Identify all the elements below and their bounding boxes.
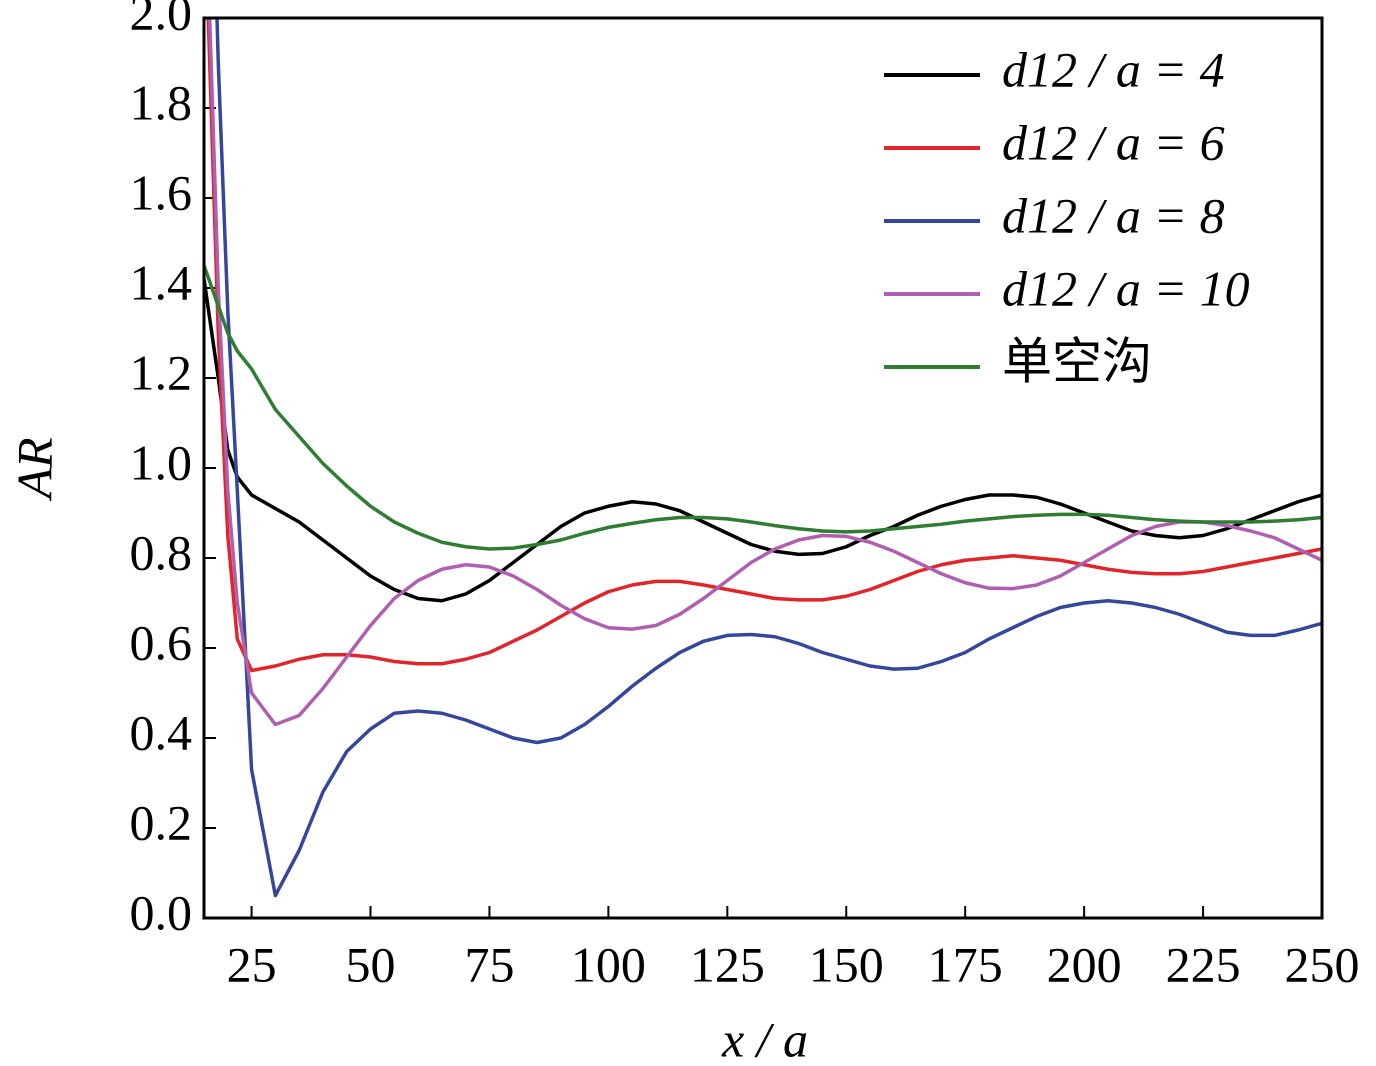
y-tick-label: 1.6 xyxy=(130,164,193,220)
y-tick-label: 1.8 xyxy=(130,74,193,130)
x-tick-label: 175 xyxy=(928,936,1003,992)
series-line xyxy=(204,278,1322,603)
legend-label: d12 / a = 6 xyxy=(1002,114,1225,170)
x-tick-label: 225 xyxy=(1166,936,1241,992)
series-line xyxy=(207,18,1322,727)
y-tick-label: 0.0 xyxy=(130,884,193,940)
legend-label: d12 / a = 4 xyxy=(1002,41,1225,97)
series-line xyxy=(206,18,1322,673)
x-tick-label: 50 xyxy=(346,936,396,992)
x-tick-label: 150 xyxy=(809,936,884,992)
x-tick-label: 125 xyxy=(690,936,765,992)
x-tick-label: 250 xyxy=(1285,936,1360,992)
x-tick-label: 25 xyxy=(227,936,277,992)
legend-label: 单空沟 xyxy=(1002,333,1152,389)
y-axis-label: AR xyxy=(6,437,62,501)
x-tick-label: 75 xyxy=(464,936,514,992)
x-tick-label: 100 xyxy=(571,936,646,992)
series-line xyxy=(215,18,1322,898)
y-tick-label: 0.6 xyxy=(130,614,193,670)
y-tick-label: 1.0 xyxy=(130,434,193,490)
y-tick-label: 0.8 xyxy=(130,524,193,580)
y-tick-label: 0.2 xyxy=(130,794,193,850)
plot-lines xyxy=(204,18,1322,898)
y-tick-label: 0.4 xyxy=(130,704,193,760)
y-tick-label: 1.4 xyxy=(130,254,193,310)
x-axis-label: x / a xyxy=(721,1011,808,1066)
legend-label: d12 / a = 10 xyxy=(1002,260,1250,316)
y-tick-label: 1.2 xyxy=(130,344,193,400)
y-tick-label: 2.0 xyxy=(130,0,193,40)
legend-label: d12 / a = 8 xyxy=(1002,187,1225,243)
plot-frame xyxy=(202,16,1324,920)
series-line xyxy=(204,264,1322,551)
x-tick-label: 200 xyxy=(1047,936,1122,992)
